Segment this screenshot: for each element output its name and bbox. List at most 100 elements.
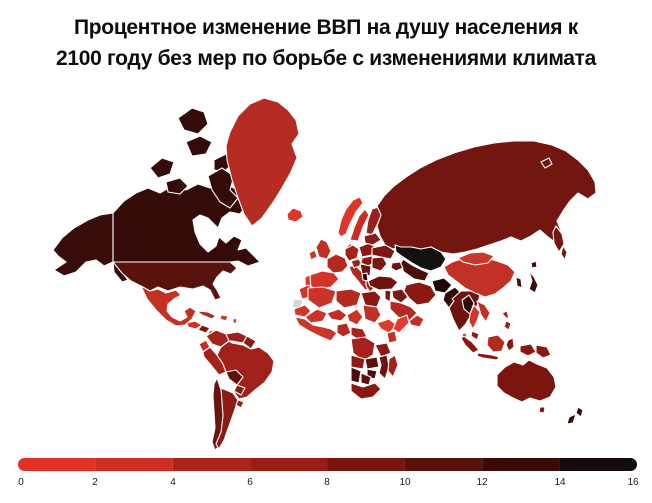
region-canada-island	[185, 135, 213, 157]
region-angola	[350, 354, 366, 370]
colorbar	[18, 458, 637, 471]
region-hispaniola	[219, 314, 229, 322]
region-saudi-arabia	[389, 300, 418, 322]
region-png	[535, 344, 552, 359]
region-borneo	[486, 334, 506, 353]
region-iran	[403, 281, 437, 306]
tick-label-4: 4	[170, 477, 176, 488]
tick-label-0: 0	[18, 477, 24, 488]
region-canada-island	[165, 177, 189, 195]
region-kazakhstan	[394, 244, 447, 272]
region-spain	[309, 270, 340, 290]
region-indonesia-java	[476, 352, 500, 361]
region-albania	[361, 272, 369, 282]
colorbar-segment-2-4	[95, 458, 173, 471]
region-cuba	[196, 310, 217, 320]
region-russia-island	[540, 157, 553, 169]
tick-label-8: 8	[324, 477, 330, 488]
tick-label-16: 16	[627, 477, 639, 488]
region-turkey	[367, 275, 399, 291]
region-alaska	[52, 212, 114, 277]
region-canada-island	[149, 157, 175, 179]
colorbar-segment-10-12	[404, 458, 483, 471]
region-chad	[346, 308, 364, 326]
region-caucasus	[390, 261, 404, 272]
region-france	[326, 253, 349, 274]
tick-label-2: 2	[92, 477, 98, 488]
region-afghanistan	[431, 277, 453, 294]
region-uruguay	[235, 399, 245, 409]
region-romania-bulgaria	[371, 256, 388, 272]
tick-label-6: 6	[247, 477, 253, 488]
region-indonesia-papua	[519, 343, 537, 357]
region-lesser-antilles	[232, 317, 238, 324]
colorbar-segment-6-8	[250, 458, 328, 471]
region-germany	[344, 244, 360, 262]
region-balkans	[359, 263, 372, 277]
region-norway	[337, 196, 364, 238]
region-namibia	[350, 366, 362, 384]
region-egypt	[360, 290, 382, 308]
region-mauritania	[293, 304, 312, 318]
region-mozambique	[378, 354, 390, 380]
chart-title-line2: 2100 году без мер по борьбе с изменениям…	[55, 47, 597, 70]
region-iceland	[286, 207, 304, 223]
region-japan	[528, 270, 539, 294]
region-libya	[335, 288, 362, 309]
colorbar-segment-8-10	[327, 458, 405, 471]
region-guatemala	[186, 320, 203, 330]
region-uk	[315, 238, 332, 260]
region-nigeria	[336, 322, 352, 338]
region-new-zealand-south	[566, 413, 577, 425]
region-levant	[384, 289, 392, 303]
tick-label-12: 12	[476, 477, 488, 488]
region-yemen-oman	[408, 314, 425, 328]
colorbar-segment-4-6	[172, 458, 251, 471]
region-canada-island	[177, 107, 209, 135]
region-somalia	[392, 314, 410, 334]
region-russia	[376, 140, 597, 255]
region-australia	[496, 359, 557, 403]
region-paraguay	[233, 384, 246, 396]
colorbar-segment-14-16	[559, 458, 637, 471]
region-iraq	[391, 288, 409, 304]
region-mali	[304, 308, 328, 324]
region-belarus-baltics	[363, 232, 382, 246]
region-nicaragua	[197, 324, 211, 334]
region-russia-sakhalin	[560, 245, 568, 261]
region-sudan	[362, 304, 382, 324]
region-indonesia-sulawesi	[505, 337, 515, 352]
region-greenland	[225, 97, 300, 227]
region-bolivia	[225, 369, 244, 386]
region-thailand	[468, 304, 481, 330]
region-algeria	[307, 286, 337, 309]
colorbar-segment-0-2	[18, 458, 96, 471]
region-madagascar	[387, 354, 399, 378]
region-russia-kamchatka	[552, 225, 565, 253]
region-japan-hokkaido	[530, 260, 538, 269]
region-vietnam	[476, 300, 491, 323]
region-south-africa	[350, 382, 382, 400]
colorbar-tick-labels: 0 2 4 6 8 10 12 14 16	[18, 477, 639, 488]
region-ireland	[308, 249, 318, 261]
region-brazil	[216, 340, 275, 400]
region-argentina	[215, 387, 239, 450]
color-scale-legend: 0 2 4 6 8 10 12 14 16	[18, 458, 639, 488]
region-philippines	[501, 310, 510, 320]
region-kenya	[386, 330, 398, 344]
tick-label-10: 10	[399, 477, 411, 488]
region-australia-tasmania	[538, 406, 546, 414]
region-philippines-south	[503, 320, 512, 331]
region-indonesia-sumatra	[460, 335, 480, 354]
region-zambia	[364, 356, 380, 370]
region-tanzania	[374, 342, 392, 358]
region-mexico	[140, 285, 197, 327]
region-niger	[326, 308, 348, 322]
region-new-zealand-north	[575, 406, 584, 418]
region-sweden	[349, 208, 370, 242]
region-mongolia	[457, 251, 495, 266]
tick-label-14: 14	[554, 477, 566, 488]
region-korea	[515, 276, 523, 289]
chart-title-line1: Процентное изменение ВВП на душу населен…	[73, 16, 579, 39]
